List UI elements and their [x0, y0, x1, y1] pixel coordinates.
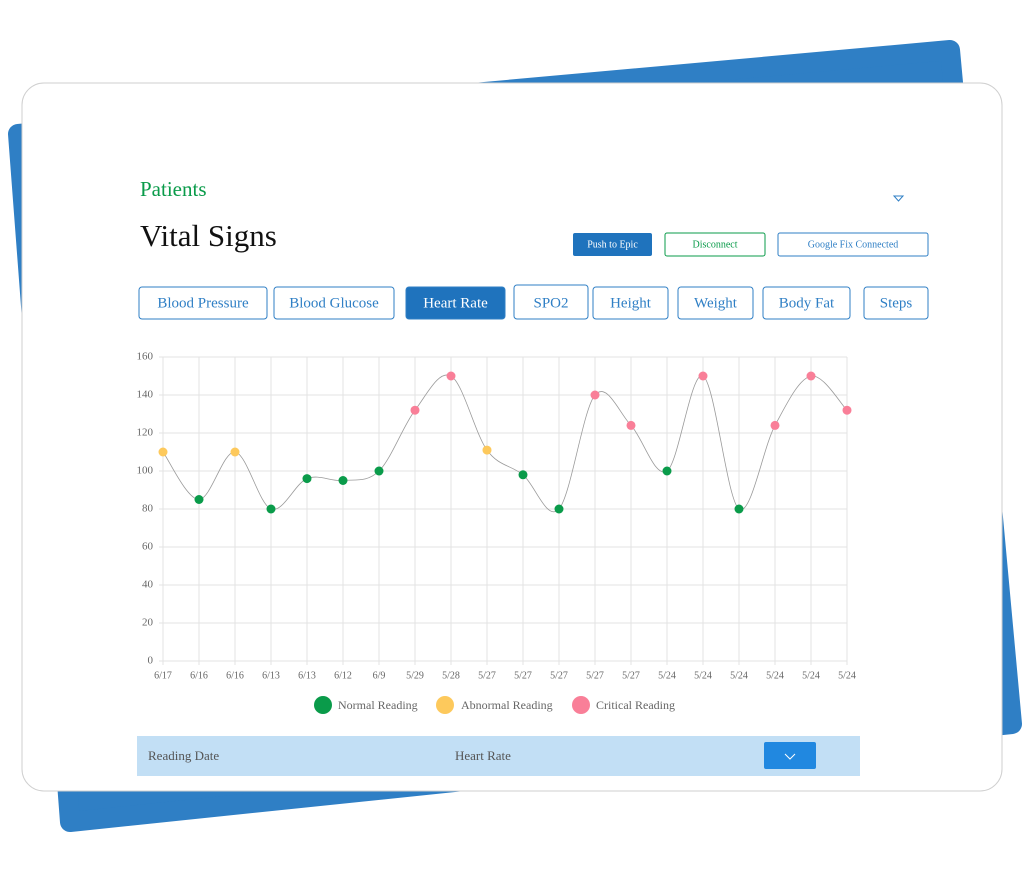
tabs: Blood Pressure Blood Glucose Heart Rate SPO… — [138, 284, 929, 320]
x-tick-label: 6/13 — [298, 670, 316, 681]
point[interactable] — [194, 495, 204, 504]
tab-label: Steps — [880, 295, 913, 311]
legend-swatch[interactable] — [572, 696, 590, 714]
push-button-label: Push to Epic — [587, 239, 638, 250]
point[interactable] — [590, 390, 600, 400]
tab[interactable] — [592, 286, 669, 320]
x-tick-label: 5/27 — [478, 670, 496, 681]
connected-label: Google Fix Connected — [808, 239, 899, 250]
legend-swatch[interactable] — [314, 696, 332, 714]
x-tick-label: 5/24 — [766, 670, 784, 681]
tab-label: Blood Glucose — [289, 295, 379, 311]
x-tick-label: 5/24 — [802, 670, 820, 681]
expand-button[interactable] — [764, 742, 816, 769]
tab-label: Body Fat — [779, 295, 835, 311]
y-tick-label: 120 — [137, 427, 154, 439]
x-tick-label: 5/24 — [658, 670, 676, 681]
y-tick-label: 60 — [142, 541, 154, 553]
tab-label: Blood Pressure — [157, 295, 249, 311]
breadcrumb[interactable]: Patients — [140, 177, 207, 201]
page-title: Vital Signs — [140, 218, 277, 253]
point[interactable] — [842, 405, 852, 415]
connected-button[interactable] — [777, 232, 929, 257]
tab-label: Heart Rate — [423, 295, 488, 311]
disconnect-button[interactable] — [664, 232, 766, 257]
dropdown-icon[interactable] — [892, 195, 905, 202]
point[interactable] — [806, 371, 816, 381]
x-tick-label: 5/27 — [514, 670, 532, 681]
tab[interactable] — [677, 286, 754, 320]
x-tick-label: 6/16 — [190, 670, 208, 681]
x-tick-label: 5/27 — [550, 670, 568, 681]
x-tick-label: 5/24 — [838, 670, 856, 681]
table-header — [137, 736, 860, 776]
y-tick-label: 140 — [137, 389, 154, 401]
y-tick-label: 160 — [137, 351, 154, 363]
x-tick-label: 6/17 — [154, 670, 172, 681]
point[interactable] — [770, 420, 780, 430]
tab[interactable] — [138, 286, 268, 320]
chevron-icon — [784, 753, 796, 760]
y-tick-label: 40 — [142, 579, 154, 591]
point[interactable] — [662, 466, 672, 476]
y-tick-label: 80 — [142, 503, 154, 515]
y-tick-label: 0 — [148, 655, 154, 667]
tab-label: Height — [610, 295, 652, 311]
x-tick-label: 6/13 — [262, 670, 280, 681]
point[interactable] — [374, 466, 384, 476]
point[interactable] — [554, 504, 564, 514]
x-tick-label: 5/28 — [442, 670, 460, 681]
x-tick-label: 5/29 — [406, 670, 424, 681]
tab-label: Weight — [694, 295, 738, 311]
x-tick-label: 6/16 — [226, 670, 244, 681]
column-header: Heart Rate — [455, 748, 511, 763]
y-tick-label: 20 — [142, 617, 154, 629]
point[interactable] — [302, 474, 312, 484]
point[interactable] — [230, 447, 240, 457]
tab[interactable] — [405, 286, 506, 320]
point[interactable] — [734, 504, 744, 514]
x-tick-label: 5/24 — [694, 670, 712, 681]
line — [162, 374, 848, 513]
x-tick-label: 6/9 — [373, 670, 386, 681]
card — [21, 82, 1003, 792]
point[interactable] — [338, 476, 348, 485]
point[interactable] — [410, 405, 420, 415]
point[interactable] — [698, 371, 708, 381]
x-tick-label: 6/12 — [334, 670, 352, 681]
tab-label: SPO2 — [533, 295, 568, 311]
tab[interactable] — [762, 286, 851, 320]
x-tick-label: 5/27 — [586, 670, 604, 681]
point[interactable] — [626, 420, 636, 430]
column-header: Reading Date — [148, 748, 219, 763]
point[interactable] — [446, 371, 456, 381]
tab[interactable] — [273, 286, 395, 320]
x-tick-label: 5/24 — [730, 670, 748, 681]
tab[interactable] — [513, 284, 589, 320]
legend-label: Normal Reading — [338, 698, 418, 712]
y-tick-label: 100 — [137, 465, 154, 477]
point[interactable] — [266, 504, 276, 514]
point[interactable] — [158, 447, 168, 457]
push-button[interactable] — [573, 233, 652, 256]
legend-label: Abnormal Reading — [461, 698, 553, 712]
chart: 0 20 40 60 80 100 120 140 160 6/17 6/16 6/16 6/13 6/1… — [137, 351, 856, 714]
legend-label: Critical Reading — [596, 698, 675, 712]
x-tick-label: 5/27 — [622, 670, 640, 681]
point[interactable] — [518, 470, 528, 480]
point[interactable] — [482, 445, 492, 455]
legend-swatch[interactable] — [436, 696, 454, 714]
disconnect-label: Disconnect — [693, 239, 738, 250]
tab[interactable] — [863, 286, 929, 320]
